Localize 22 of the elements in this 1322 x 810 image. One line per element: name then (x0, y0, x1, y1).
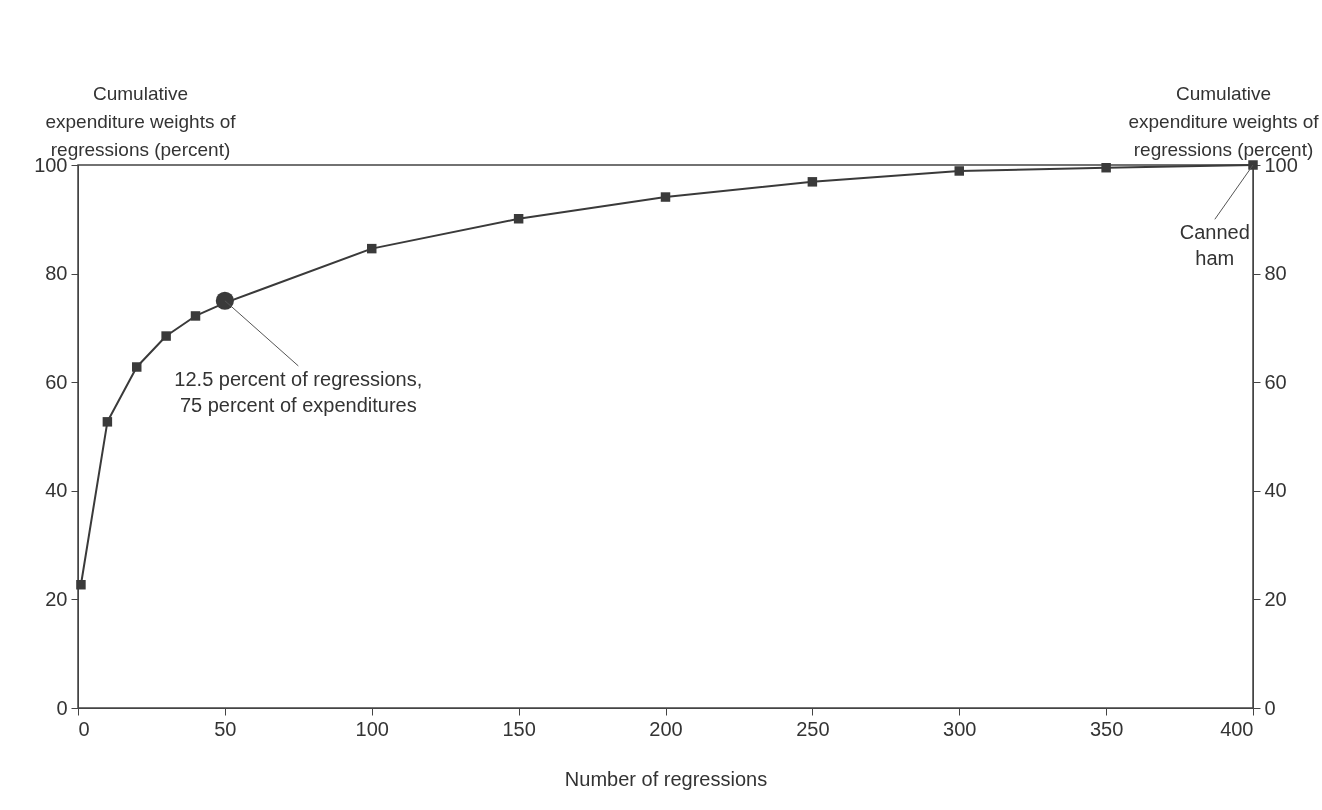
y2-tick-label: 0 (1264, 696, 1276, 719)
y-tick-label: 0 (56, 696, 68, 719)
y2-tick-label: 80 (1264, 262, 1287, 285)
y-tick-label: 40 (45, 479, 68, 502)
y2-tick-label: 40 (1264, 479, 1287, 502)
x-tick-label: 100 (355, 717, 389, 740)
x-tick-label: 300 (943, 717, 977, 740)
x-axis-title: Number of regressions (564, 767, 768, 790)
y-tick-label: 60 (45, 370, 68, 393)
annotation: 12.5 percent of regressions, 75 percent of expenditures (174, 367, 423, 416)
y2-tick-label: 60 (1264, 370, 1287, 393)
x-tick-label: 0 (78, 717, 90, 740)
x-tick-label: 150 (502, 717, 536, 740)
x-tick-label: 250 (796, 717, 830, 740)
x-tick-label: 350 (1089, 717, 1124, 740)
x-tick-label: 50 (214, 717, 237, 740)
annotation: Canned ham (1179, 221, 1250, 270)
y-tick-label: 80 (45, 262, 68, 285)
y2-tick-label: 20 (1264, 587, 1287, 610)
x-tick-label: 400 (1220, 717, 1254, 740)
y-tick-label: 20 (45, 587, 68, 610)
x-tick-label: 200 (649, 717, 683, 740)
